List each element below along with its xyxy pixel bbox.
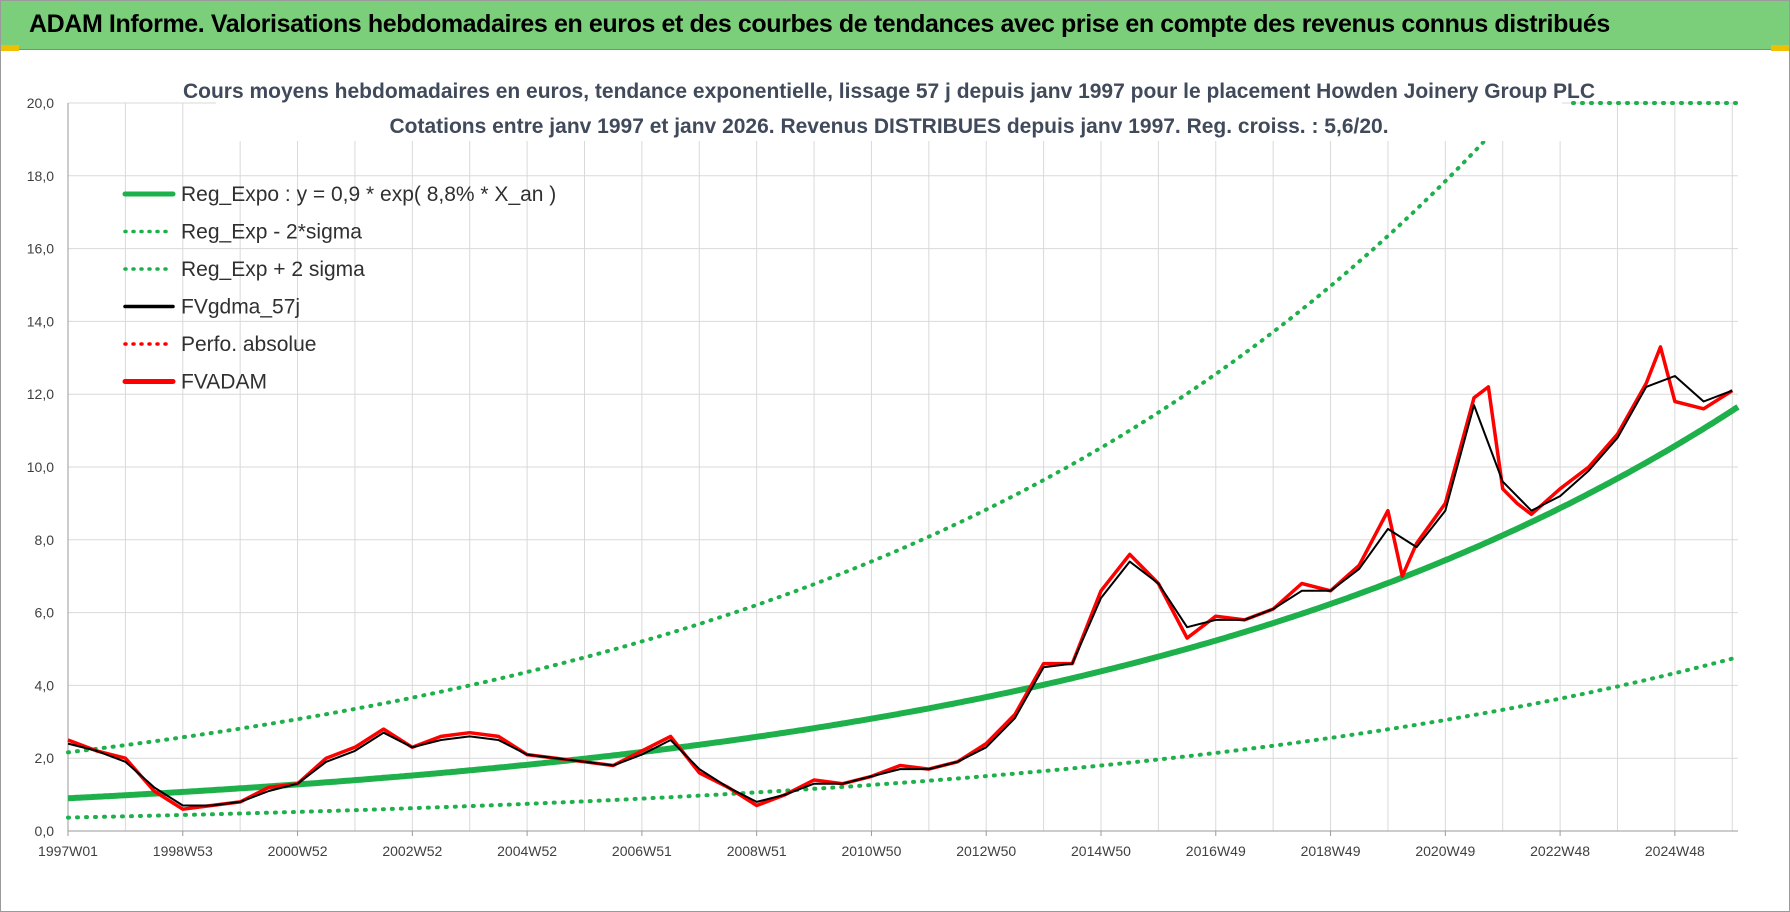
- y-tick-label: 20,0: [27, 95, 54, 111]
- legend-label: Reg_Exp + 2 sigma: [181, 258, 365, 281]
- x-tick-label: 2010W50: [841, 843, 901, 859]
- y-tick-label: 16,0: [27, 241, 54, 257]
- y-tick-label: 10,0: [27, 459, 54, 475]
- x-tick-label: 2004W52: [497, 843, 557, 859]
- reg-exp-plus-2sigma-line: [66, 103, 1520, 755]
- x-tick-label: 2016W49: [1186, 843, 1246, 859]
- chart-title-box: [216, 75, 1562, 141]
- x-tick-label: 2022W48: [1530, 843, 1590, 859]
- legend-label: Perfo. absolue: [181, 333, 316, 356]
- report-header: ADAM Informe. Valorisations hebdomadaire…: [1, 1, 1789, 50]
- corner-marker: [1771, 45, 1789, 51]
- legend-label: FVADAM: [181, 371, 267, 394]
- x-tick-label: 2018W49: [1301, 843, 1361, 859]
- y-tick-label: 6,0: [35, 605, 55, 621]
- chart-title-line1: Cours moyens hebdomadaires en euros, ten…: [183, 80, 1595, 103]
- x-tick-label: 2000W52: [268, 843, 328, 859]
- x-tick-label: 2012W50: [956, 843, 1016, 859]
- y-tick-label: 2,0: [35, 750, 55, 766]
- y-tick-label: 0,0: [35, 823, 55, 839]
- legend: Reg_Expo : y = 0,9 * exp( 8,8% * X_an ) R…: [122, 183, 556, 394]
- corner-marker: [1, 45, 19, 51]
- x-tick-label: 2006W51: [612, 843, 672, 859]
- y-tick-label: 4,0: [35, 677, 55, 693]
- x-tick-label: 2002W52: [382, 843, 442, 859]
- y-tick-label: 14,0: [27, 313, 54, 329]
- legend-label: Reg_Expo : y = 0,9 * exp( 8,8% * X_an ): [181, 183, 556, 206]
- chart-title-line2: Cotations entre janv 1997 et janv 2026. …: [389, 115, 1388, 138]
- y-tick-label: 12,0: [27, 386, 54, 402]
- fvgdma-line: [67, 375, 1733, 807]
- series: [66, 101, 1740, 820]
- legend-label: Reg_Exp - 2*sigma: [181, 221, 362, 244]
- x-tick-label: 2014W50: [1071, 843, 1131, 859]
- x-tick-label: 1997W01: [38, 843, 98, 859]
- legend-label: FVgdma_57j: [181, 296, 300, 319]
- x-tick-label: 1998W53: [153, 843, 213, 859]
- reg-expo-line: [67, 404, 1740, 802]
- x-tick-label: 2020W49: [1415, 843, 1475, 859]
- y-tick-label: 18,0: [27, 168, 54, 184]
- grid: [68, 102, 1738, 831]
- y-tick-label: 8,0: [35, 532, 55, 548]
- report-title: ADAM Informe. Valorisations hebdomadaire…: [29, 10, 1610, 38]
- x-tick-label: 2024W48: [1645, 843, 1705, 859]
- fvadam-line: [67, 345, 1734, 811]
- x-tick-label: 2008W51: [727, 843, 787, 859]
- axes: 0,0 2,0 4,0 6,0 8,0 10,0 12,0 14,0 16,0 18,0 20,0 1…: [27, 95, 1738, 859]
- reg-exp-minus-2sigma-line: [66, 655, 1740, 820]
